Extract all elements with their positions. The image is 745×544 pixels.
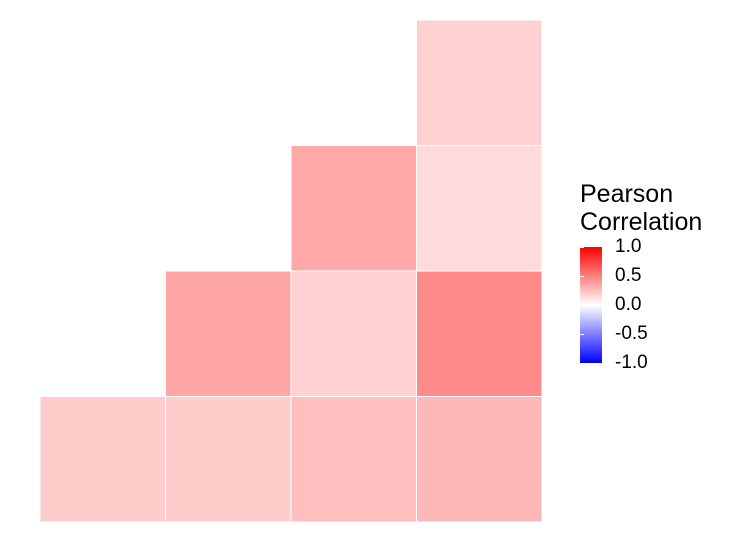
legend-tick-label: 1.0 [615,236,642,257]
heatmap-cell-r3-c0 [39,396,166,523]
legend-tick-label: 0.5 [615,265,642,286]
legend-tick-label: -0.5 [615,323,648,344]
legend-tick-label: 0.0 [615,294,642,315]
heatmap-cell-r2-c3 [416,270,543,397]
legend-colorbar [580,247,602,363]
legend-tick-mark [580,247,584,248]
legend-tick-mark [580,334,584,335]
heatmap-cell-r3-c3 [416,396,543,523]
heatmap-cell-r2-c2 [290,270,417,397]
legend-title-line-2: Correlation [580,208,703,236]
legend-tick-mark [580,363,584,364]
legend-title-line-1: Pearson [580,180,674,208]
legend-tick-label: -1.0 [615,352,648,373]
color-legend: Pearson Correlation 1.0 0.5 0.0 -0.5 -1.0 [580,180,730,380]
heatmap-cell-r1-c3 [416,145,543,272]
legend-tick-mark [580,305,584,306]
heatmap-cell-r3-c1 [165,396,292,523]
heatmap-cell-r1-c2 [290,145,417,272]
heatmap-cell-r2-c1 [165,270,292,397]
heatmap-cell-r0-c3 [416,19,543,146]
heatmap-cell-r3-c2 [290,396,417,523]
legend-title: Pearson Correlation [580,180,730,236]
legend-tick-mark [580,276,584,277]
